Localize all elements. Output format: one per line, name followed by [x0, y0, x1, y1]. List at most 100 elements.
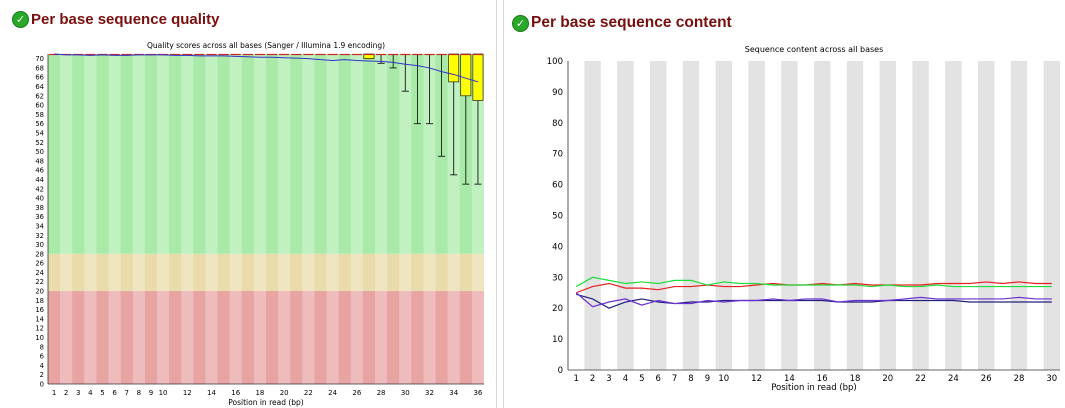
x-tick-label: 4 — [623, 374, 628, 384]
column-stripe — [84, 54, 97, 384]
x-tick-label: 6 — [655, 374, 660, 384]
y-tick-label: 58 — [35, 111, 44, 119]
x-tick-label: 9 — [705, 374, 710, 384]
y-tick-label: 28 — [35, 250, 44, 258]
x-tick-label: 14 — [784, 374, 795, 384]
y-tick-label: 32 — [35, 232, 44, 240]
column-stripe — [423, 54, 436, 384]
y-tick-label: 50 — [35, 148, 44, 156]
column-stripe — [253, 54, 266, 384]
content-panel: ✓ Per base sequence content Sequence con… — [503, 0, 1065, 408]
column-stripe — [447, 54, 460, 384]
x-tick-label: 22 — [915, 374, 926, 384]
x-axis-label: Position in read (bp) — [771, 383, 857, 393]
column-stripe — [302, 54, 315, 384]
x-tick-label: 1 — [573, 374, 578, 384]
quality-band-1 — [48, 253, 484, 292]
column-stripe — [1010, 61, 1028, 370]
y-tick-label: 64 — [35, 83, 44, 91]
column-stripe — [278, 54, 291, 384]
y-tick-label: 60 — [35, 102, 44, 110]
y-tick-label: 4 — [40, 362, 44, 370]
column-stripe — [471, 54, 484, 384]
y-tick-label: 60 — [552, 181, 563, 191]
y-tick-label: 42 — [35, 185, 44, 193]
x-tick-label: 18 — [255, 389, 264, 397]
y-tick-label: 24 — [35, 269, 44, 277]
quality-box — [472, 53, 484, 101]
x-tick-label: 14 — [207, 389, 216, 397]
column-stripe — [879, 61, 896, 370]
quality-band-0 — [48, 291, 484, 384]
y-tick-label: 56 — [35, 120, 44, 128]
column-stripe — [584, 61, 601, 370]
x-tick-label: 26 — [981, 374, 992, 384]
x-tick-label: 12 — [751, 374, 762, 384]
column-stripe — [181, 54, 194, 384]
content-line-3 — [575, 292, 1052, 308]
column-stripe — [157, 54, 170, 384]
x-tick-label: 34 — [449, 389, 458, 397]
content-header: ✓ Per base sequence content — [512, 14, 732, 32]
column-stripe — [399, 54, 412, 384]
y-tick-label: 54 — [35, 130, 44, 138]
quality-box — [448, 53, 460, 83]
y-tick-label: 0 — [558, 366, 563, 376]
column-stripe — [846, 61, 864, 370]
column-stripe — [205, 54, 218, 384]
y-tick-label: 10 — [35, 334, 44, 342]
column-stripe — [132, 54, 145, 384]
y-tick-label: 34 — [35, 222, 44, 230]
content-line-1 — [575, 276, 1052, 288]
x-tick-label: 18 — [850, 374, 861, 384]
y-tick-label: 22 — [35, 278, 44, 286]
x-tick-label: 6 — [112, 389, 117, 397]
column-stripe — [945, 61, 962, 370]
y-tick-label: 100 — [547, 57, 563, 67]
x-tick-label: 28 — [377, 389, 386, 397]
column-stripe — [715, 61, 732, 370]
quality-panel: ✓ Per base sequence quality Quality scor… — [0, 0, 497, 408]
quality-header: ✓ Per base sequence quality — [12, 11, 219, 28]
y-tick-label: 50 — [552, 212, 563, 222]
y-tick-label: 70 — [35, 55, 44, 63]
x-tick-label: 24 — [328, 389, 337, 397]
y-tick-label: 80 — [552, 119, 563, 129]
y-tick-label: 14 — [35, 315, 44, 323]
content-heading: Per base sequence content — [531, 14, 732, 31]
x-tick-label: 5 — [639, 374, 644, 384]
x-tick-label: 2 — [64, 389, 68, 397]
y-tick-label: 30 — [552, 273, 563, 283]
y-tick-label: 10 — [552, 335, 563, 345]
x-tick-label: 4 — [88, 389, 93, 397]
y-tick-label: 40 — [35, 195, 44, 203]
content-chart: Sequence content across all bases 0 10 20 30… — [547, 45, 1060, 393]
x-tick-label: 8 — [137, 389, 141, 397]
y-tick-label: 30 — [35, 241, 44, 249]
x-tick-label: 7 — [124, 389, 128, 397]
x-tick-label: 30 — [1046, 374, 1057, 384]
column-stripe — [682, 61, 700, 370]
column-stripe — [108, 54, 121, 384]
y-tick-label: 20 — [552, 304, 563, 314]
x-tick-label: 8 — [688, 374, 693, 384]
y-tick-label: 48 — [35, 157, 44, 165]
y-tick-label: 70 — [552, 150, 563, 160]
y-tick-label: 8 — [40, 343, 44, 351]
y-tick-label: 36 — [35, 213, 44, 221]
check-icon: ✓ — [512, 14, 529, 32]
x-tick-label: 3 — [76, 389, 80, 397]
y-tick-label: 16 — [35, 306, 44, 314]
quality-chart: Quality scores across all bases (Sanger … — [35, 41, 484, 407]
y-tick-label: 2 — [40, 371, 44, 379]
column-stripe — [1043, 61, 1060, 370]
content-line-0 — [575, 281, 1052, 294]
y-tick-label: 6 — [40, 353, 44, 361]
x-tick-label: 5 — [100, 389, 104, 397]
y-tick-label: 52 — [35, 139, 44, 147]
column-stripe — [781, 61, 798, 370]
x-tick-label: 16 — [231, 389, 240, 397]
y-tick-label: 46 — [35, 167, 44, 175]
y-tick-label: 68 — [35, 64, 44, 72]
column-stripe — [912, 61, 929, 370]
